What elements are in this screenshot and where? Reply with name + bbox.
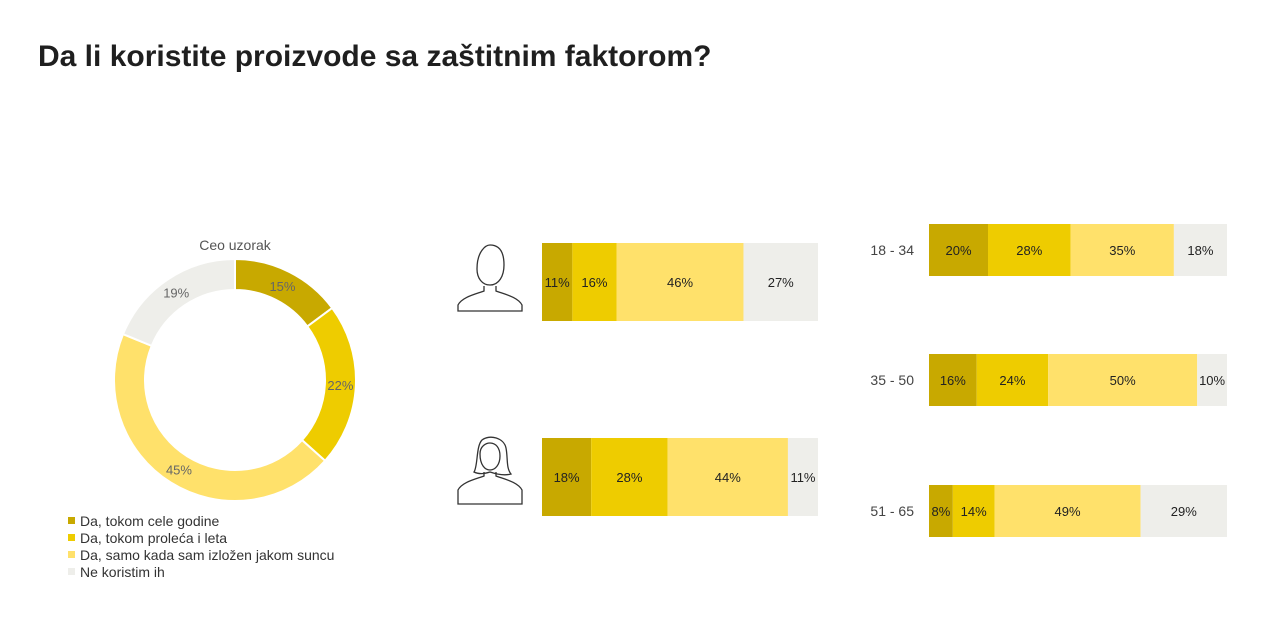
bar-segment xyxy=(1173,224,1227,276)
legend: Da, tokom cele godine Da, tokom proleća i… xyxy=(68,512,334,580)
bar-segment-label: 18% xyxy=(554,470,580,485)
bar-segment-label: 11% xyxy=(790,470,815,485)
page-title: Da li koristite proizvode sa zaštitnim f… xyxy=(38,40,712,73)
bar-segment-label: 14% xyxy=(961,504,987,519)
bar-segment xyxy=(1048,354,1198,406)
bar-segment xyxy=(1197,354,1227,406)
bar-segment-label: 27% xyxy=(768,275,794,290)
bar-segment-label: 16% xyxy=(581,275,607,290)
legend-swatch xyxy=(68,568,75,575)
bar-segment-label: 29% xyxy=(1171,504,1197,519)
bar-segment xyxy=(976,354,1049,406)
bar-segment xyxy=(988,224,1071,276)
bar-segment-label: 8% xyxy=(932,504,951,519)
legend-swatch xyxy=(68,551,75,558)
bar-segment xyxy=(929,354,977,406)
bar-segment xyxy=(616,243,744,321)
bar-segment-label: 24% xyxy=(999,373,1025,388)
age-bar-chart: 18 - 34 20% 28% 35% 18% 35 - 50 16% 24% 50% 10% 51… xyxy=(870,224,1227,537)
donut-chart: Ceo uzorak 15% 22% 45% 19% xyxy=(113,237,357,502)
bar-segment-label: 28% xyxy=(1016,243,1042,258)
donut-slice-label-4: 19% xyxy=(163,285,189,300)
bar-segment-label: 10% xyxy=(1199,373,1225,388)
bar-segment-label: 16% xyxy=(940,373,966,388)
bar-segment xyxy=(1070,224,1174,276)
legend-item: Ne koristim ih xyxy=(68,563,334,580)
legend-label: Da, tokom proleća i leta xyxy=(80,529,228,546)
bar-segment xyxy=(542,243,573,321)
category-label: 18 - 34 xyxy=(870,242,914,258)
bar-segment xyxy=(929,224,989,276)
category-label: 51 - 65 xyxy=(870,503,914,519)
donut-slice-4 xyxy=(121,257,236,348)
bar-segment xyxy=(542,438,592,516)
legend-swatch xyxy=(68,517,75,524)
bar-segment-label: 18% xyxy=(1187,243,1213,258)
female-person-icon xyxy=(457,436,523,505)
bar-segment-label: 20% xyxy=(945,243,971,258)
donut-slice-label-3: 45% xyxy=(166,462,192,477)
donut-slice-label-1: 15% xyxy=(269,279,295,294)
gender-bar-chart: 11% 16% 46% 27% 18% 28% 44% 11% xyxy=(542,243,818,516)
donut-title: Ceo uzorak xyxy=(199,237,272,253)
donut-slice-3 xyxy=(113,332,327,502)
bar-segment-label: 46% xyxy=(667,275,693,290)
bar-segment-label: 11% xyxy=(545,275,570,290)
legend-item: Da, tokom proleća i leta xyxy=(68,529,334,546)
bar-segment xyxy=(1140,485,1227,537)
legend-label: Da, samo kada sam izložen jakom suncu xyxy=(80,546,335,563)
bar-segment xyxy=(572,243,617,321)
bar-segment-label: 49% xyxy=(1055,504,1081,519)
legend-item: Da, samo kada sam izložen jakom suncu xyxy=(68,546,334,563)
bar-segment xyxy=(787,438,818,516)
bar-segment xyxy=(952,485,995,537)
bar-segment-label: 50% xyxy=(1110,373,1136,388)
legend-item: Da, tokom cele godine xyxy=(68,512,334,529)
bar-segment-label: 44% xyxy=(715,470,741,485)
legend-swatch xyxy=(68,534,75,541)
male-person-icon xyxy=(457,244,523,312)
legend-label: Da, tokom cele godine xyxy=(80,512,220,529)
donut-slice-label-2: 22% xyxy=(327,378,353,393)
bar-segment-label: 28% xyxy=(616,470,642,485)
legend-label: Ne koristim ih xyxy=(80,563,165,580)
category-label: 35 - 50 xyxy=(870,372,914,388)
bar-segment xyxy=(591,438,668,516)
bar-segment xyxy=(929,485,953,537)
bar-segment xyxy=(743,243,818,321)
bar-segment xyxy=(994,485,1141,537)
bar-segment-label: 35% xyxy=(1109,243,1135,258)
bar-segment xyxy=(667,438,788,516)
